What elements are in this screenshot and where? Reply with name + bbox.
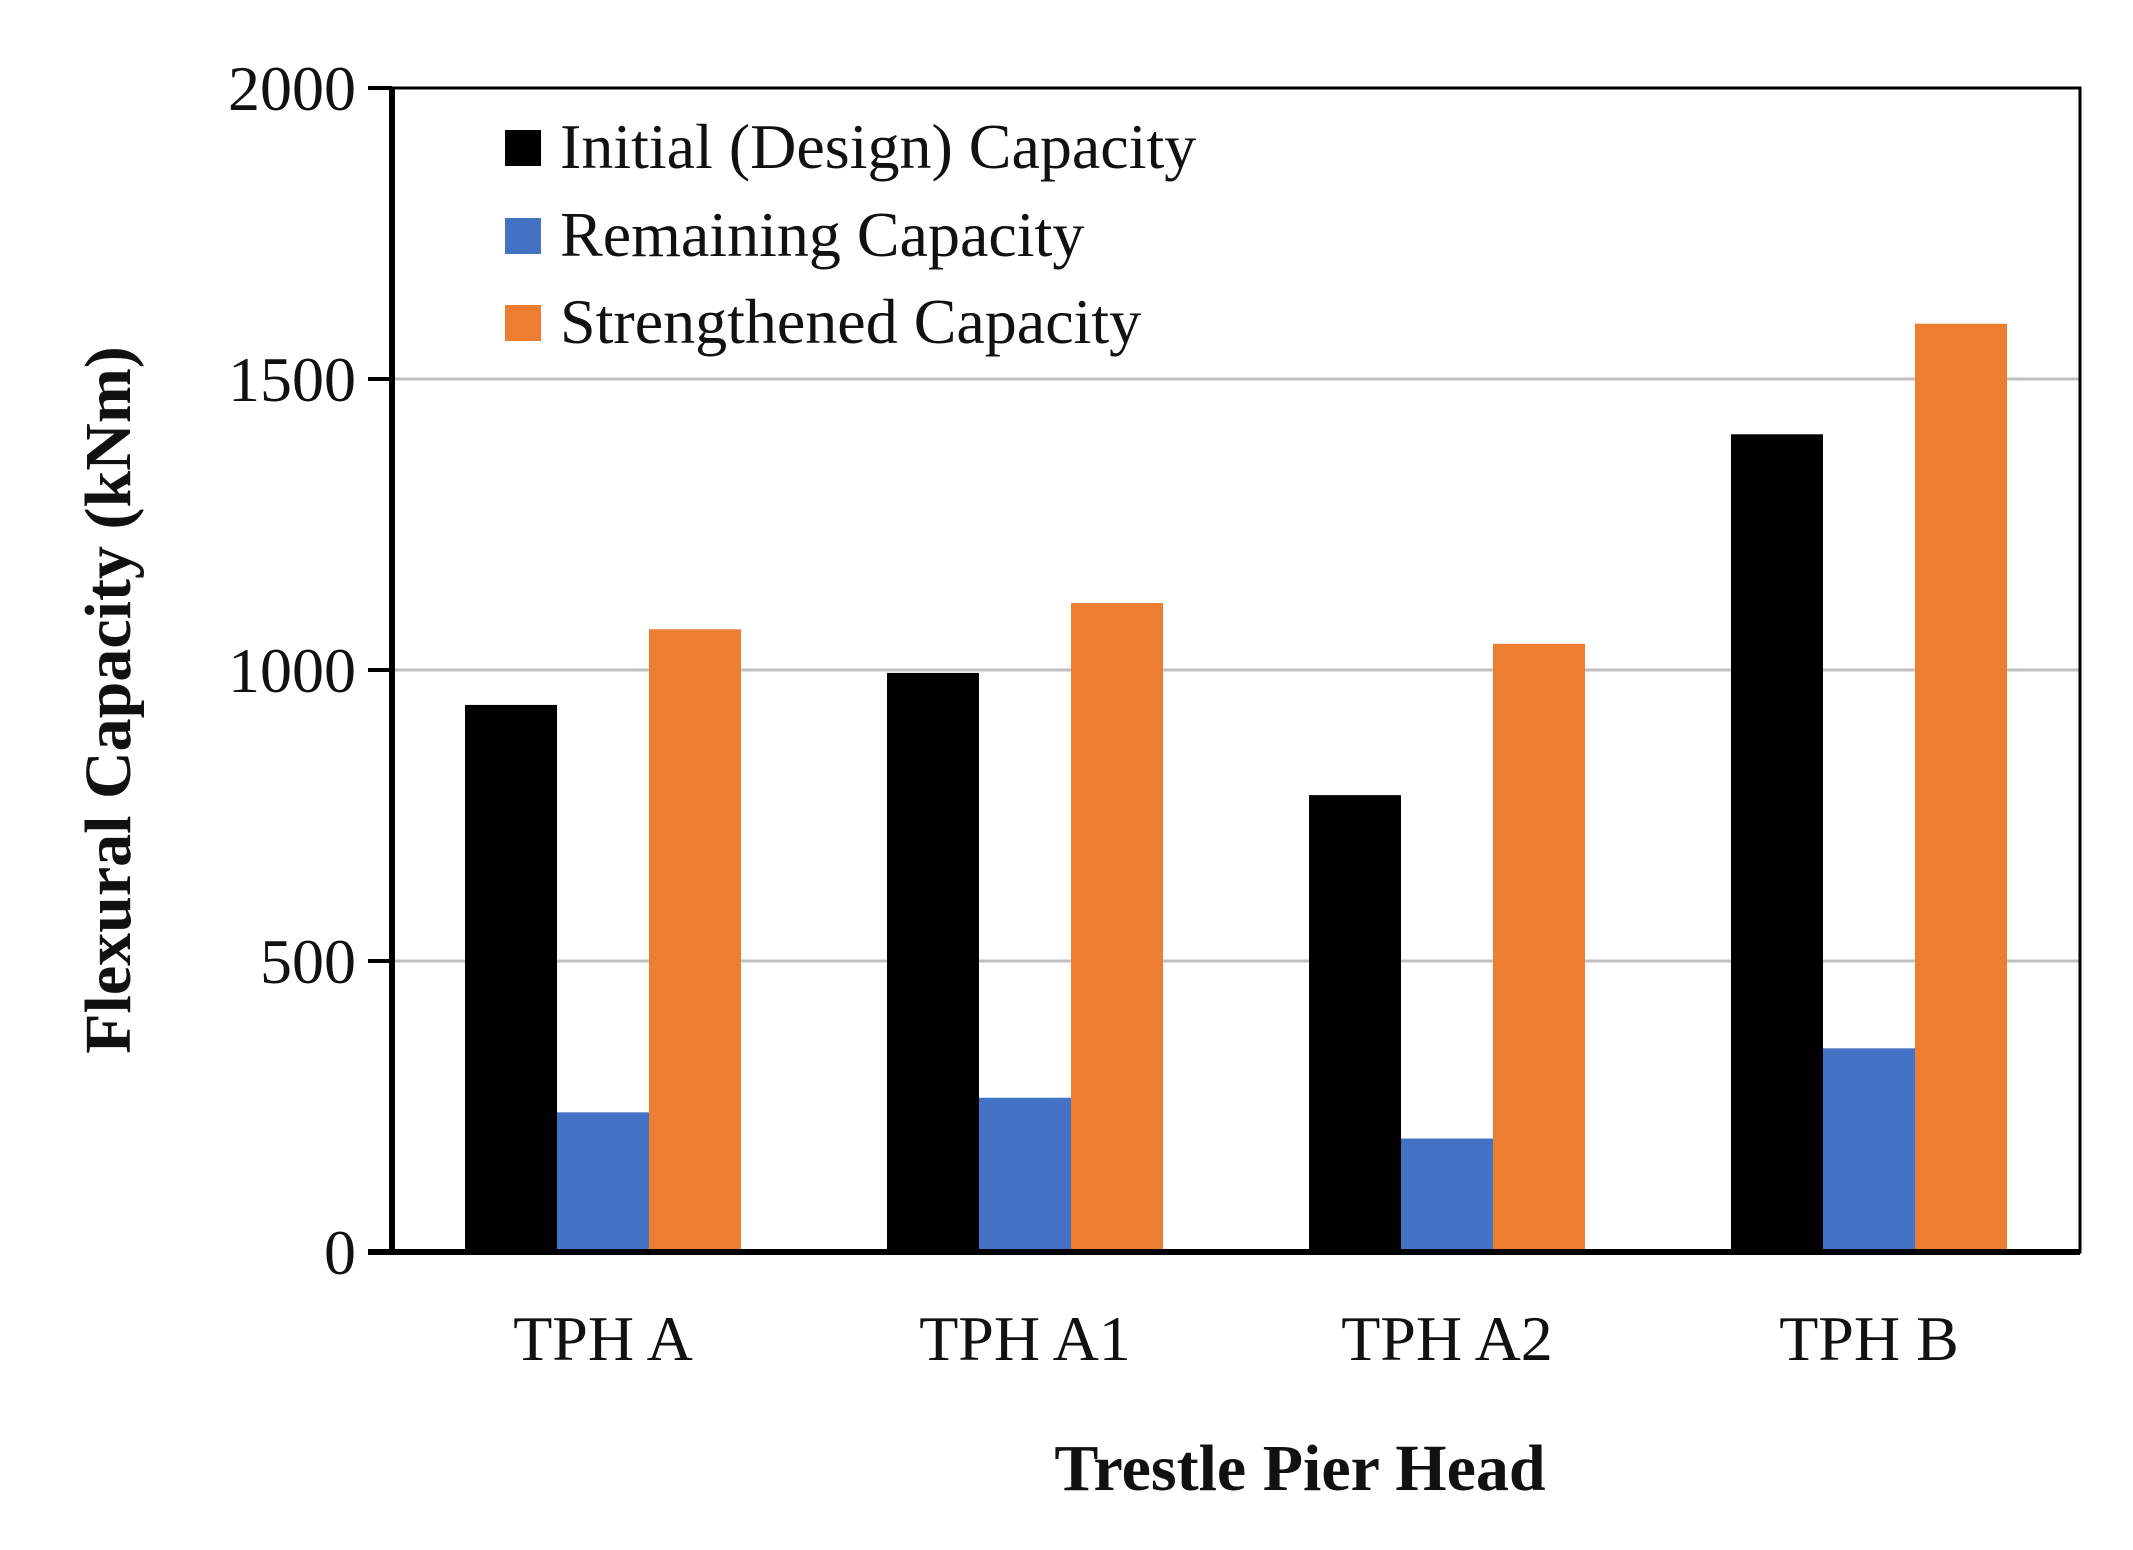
bar-strengthened-3 — [1915, 323, 2007, 1253]
legend-swatch-initial — [505, 130, 541, 166]
bar-initial-2 — [1309, 795, 1401, 1252]
legend-swatch-strengthened — [505, 305, 541, 341]
legend: Initial (Design) Capacity Remaining Capa… — [505, 111, 1196, 357]
bar-remaining-2 — [1401, 1138, 1493, 1252]
bar-initial-0 — [465, 704, 557, 1252]
bar-strengthened-1 — [1071, 603, 1163, 1252]
gridlines — [392, 377, 2080, 963]
x-tick-label: TPH B — [1779, 1303, 1959, 1374]
bar-remaining-0 — [557, 1112, 649, 1252]
legend-item-initial: Initial (Design) Capacity — [505, 111, 1196, 182]
bar-strengthened-0 — [649, 629, 741, 1252]
x-axis-title: Trestle Pier Head — [1054, 1432, 1545, 1505]
x-tick-label: TPH A1 — [919, 1303, 1131, 1374]
y-tick-label: 500 — [260, 926, 356, 997]
y-tick-label: 1500 — [228, 344, 356, 415]
legend-label-strengthened: Strengthened Capacity — [560, 286, 1141, 357]
x-tick-label: TPH A — [513, 1303, 693, 1374]
y-tick-labels: 0 500 1000 1500 2000 — [228, 53, 392, 1288]
y-tick-label: 2000 — [228, 53, 356, 124]
legend-item-remaining: Remaining Capacity — [505, 199, 1084, 270]
bars — [465, 323, 2007, 1253]
bar-initial-1 — [887, 672, 979, 1252]
legend-label-initial: Initial (Design) Capacity — [560, 111, 1196, 182]
y-axis-title: Flexural Capacity (kNm) — [72, 346, 145, 1054]
y-tick-label: 0 — [324, 1217, 356, 1288]
bar-remaining-3 — [1823, 1048, 1915, 1252]
bar-remaining-1 — [979, 1097, 1071, 1252]
legend-swatch-remaining — [505, 218, 541, 254]
x-tick-label: TPH A2 — [1341, 1303, 1553, 1374]
bar-initial-3 — [1731, 434, 1823, 1252]
bar-strengthened-2 — [1493, 643, 1585, 1252]
legend-item-strengthened: Strengthened Capacity — [505, 286, 1141, 357]
x-tick-labels: TPH A TPH A1 TPH A2 TPH B — [513, 1303, 1959, 1374]
legend-label-remaining: Remaining Capacity — [560, 199, 1084, 270]
y-tick-label: 1000 — [228, 635, 356, 706]
